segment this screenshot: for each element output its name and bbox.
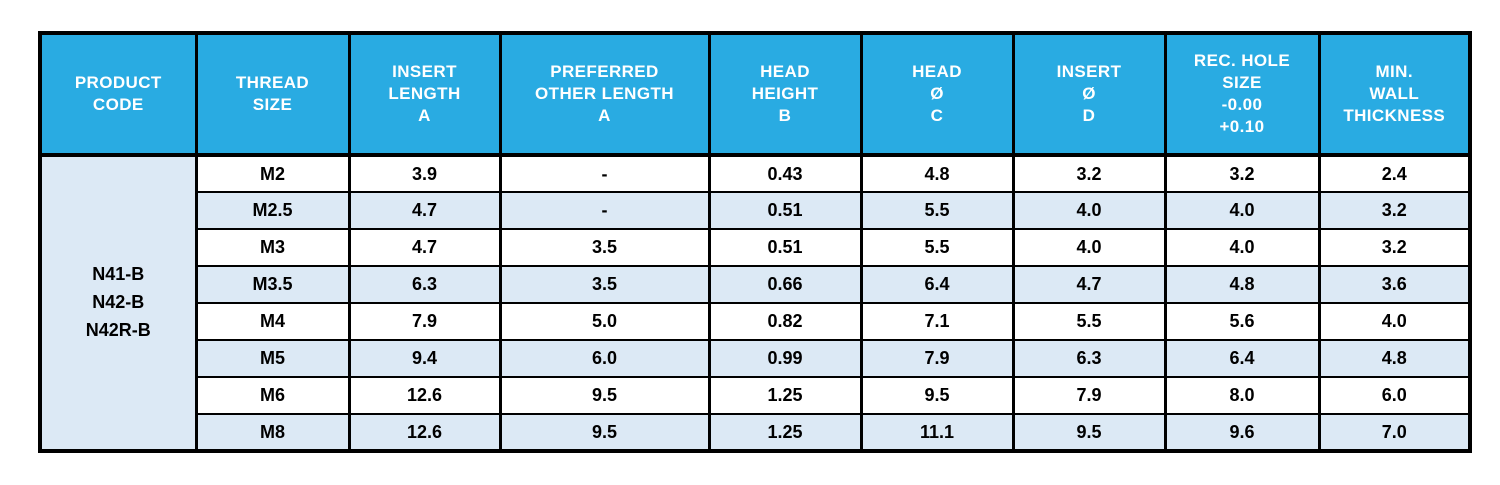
head-height-cell: 0.51 [707, 191, 863, 230]
insert-diameter-cell: 4.7 [1011, 265, 1167, 304]
head-diameter-cell: 9.5 [859, 376, 1015, 415]
insert-length-cell: 7.9 [347, 302, 502, 341]
head-diameter-cell: 4.8 [859, 154, 1015, 193]
thread-size-cell: M2 [194, 154, 351, 193]
head-height-cell: 1.25 [707, 413, 863, 452]
insert-length-cell: 6.3 [347, 265, 502, 304]
head-height-cell: 0.99 [707, 339, 863, 378]
head-diameter-cell: 5.5 [859, 191, 1015, 230]
thread-size-cell: M3.5 [194, 265, 351, 304]
rec-hole-size-cell: 5.6 [1163, 302, 1321, 341]
table-row-m8: M8 12.6 9.5 1.25 11.1 9.5 9.6 7.0 [40, 413, 1472, 452]
head-height-cell: 0.51 [707, 228, 863, 267]
rec-hole-size-cell: 4.0 [1163, 191, 1321, 230]
preferred-other-length-cell: 9.5 [498, 413, 711, 452]
rec-hole-size-cell: 9.6 [1163, 413, 1321, 452]
head-height-cell: 1.25 [707, 376, 863, 415]
table-row-m6: M6 12.6 9.5 1.25 9.5 7.9 8.0 6.0 [40, 376, 1472, 415]
min-wall-thickness-cell: 4.8 [1317, 339, 1472, 378]
table-row-m5: M5 9.4 6.0 0.99 7.9 6.3 6.4 4.8 [40, 339, 1472, 378]
col-header-insert-length-a: INSERT LENGTH A [347, 31, 502, 157]
table-row-m4: M4 7.9 5.0 0.82 7.1 5.5 5.6 4.0 [40, 302, 1472, 341]
insert-diameter-cell: 6.3 [1011, 339, 1167, 378]
min-wall-thickness-cell: 7.0 [1317, 413, 1472, 452]
insert-diameter-cell: 4.0 [1011, 191, 1167, 230]
col-header-rec-hole-size: REC. HOLE SIZE -0.00 +0.10 [1163, 31, 1321, 157]
min-wall-thickness-cell: 3.2 [1317, 191, 1472, 230]
table-row-m3: M3 4.7 3.5 0.51 5.5 4.0 4.0 3.2 [40, 228, 1472, 267]
rec-hole-size-cell: 4.8 [1163, 265, 1321, 304]
head-diameter-cell: 7.1 [859, 302, 1015, 341]
rec-hole-size-cell: 8.0 [1163, 376, 1321, 415]
thread-size-cell: M5 [194, 339, 351, 378]
preferred-other-length-cell: - [498, 191, 711, 230]
insert-length-cell: 4.7 [347, 191, 502, 230]
thread-size-cell: M3 [194, 228, 351, 267]
preferred-other-length-cell: 5.0 [498, 302, 711, 341]
min-wall-thickness-cell: 3.2 [1317, 228, 1472, 267]
insert-diameter-cell: 7.9 [1011, 376, 1167, 415]
insert-spec-table: PRODUCT CODE THREAD SIZE INSERT LENGTH A… [38, 31, 1472, 453]
min-wall-thickness-cell: 2.4 [1317, 154, 1472, 193]
thread-size-cell: M4 [194, 302, 351, 341]
min-wall-thickness-cell: 3.6 [1317, 265, 1472, 304]
table-row-m2-5: M2.5 4.7 - 0.51 5.5 4.0 4.0 3.2 [40, 191, 1472, 230]
col-header-product-code: PRODUCT CODE [38, 31, 198, 157]
thread-size-cell: M8 [194, 413, 351, 452]
insert-length-cell: 12.6 [347, 376, 502, 415]
table-row-m3-5: M3.5 6.3 3.5 0.66 6.4 4.7 4.8 3.6 [40, 265, 1472, 304]
col-header-insert-diameter-d: INSERT Ø D [1011, 31, 1167, 157]
head-diameter-cell: 7.9 [859, 339, 1015, 378]
preferred-other-length-cell: 3.5 [498, 265, 711, 304]
head-height-cell: 0.43 [707, 154, 863, 193]
col-header-min-wall-thickness: MIN. WALL THICKNESS [1317, 31, 1472, 157]
table-body: N41-B N42-B N42R-B M2 3.9 - 0.43 4.8 3.2… [38, 154, 1472, 452]
col-header-head-diameter-c: HEAD Ø C [859, 31, 1015, 157]
rec-hole-size-cell: 3.2 [1163, 154, 1321, 193]
thread-size-cell: M2.5 [194, 191, 351, 230]
thread-size-cell: M6 [194, 376, 351, 415]
head-diameter-cell: 5.5 [859, 228, 1015, 267]
insert-diameter-cell: 5.5 [1011, 302, 1167, 341]
min-wall-thickness-cell: 4.0 [1317, 302, 1472, 341]
header-row: PRODUCT CODE THREAD SIZE INSERT LENGTH A… [38, 31, 1472, 157]
table-header: PRODUCT CODE THREAD SIZE INSERT LENGTH A… [38, 31, 1472, 157]
table-row-m2: N41-B N42-B N42R-B M2 3.9 - 0.43 4.8 3.2… [38, 154, 1472, 452]
col-header-head-height-b: HEAD HEIGHT B [707, 31, 863, 157]
head-diameter-cell: 11.1 [859, 413, 1015, 452]
head-diameter-cell: 6.4 [859, 265, 1015, 304]
insert-diameter-cell: 4.0 [1011, 228, 1167, 267]
insert-length-cell: 3.9 [347, 154, 502, 193]
insert-length-cell: 12.6 [347, 413, 502, 452]
insert-length-cell: 4.7 [347, 228, 502, 267]
insert-length-cell: 9.4 [347, 339, 502, 378]
insert-diameter-cell: 3.2 [1011, 154, 1167, 193]
min-wall-thickness-cell: 6.0 [1317, 376, 1472, 415]
rec-hole-size-cell: 4.0 [1163, 228, 1321, 267]
rec-hole-size-cell: 6.4 [1163, 339, 1321, 378]
col-header-thread-size: THREAD SIZE [194, 31, 351, 157]
product-code-cell: N41-B N42-B N42R-B [38, 154, 198, 452]
preferred-other-length-cell: 6.0 [498, 339, 711, 378]
insert-diameter-cell: 9.5 [1011, 413, 1167, 452]
col-header-preferred-other-length-a: PREFERRED OTHER LENGTH A [498, 31, 711, 157]
preferred-other-length-cell: 3.5 [498, 228, 711, 267]
head-height-cell: 0.66 [707, 265, 863, 304]
preferred-other-length-cell: 9.5 [498, 376, 711, 415]
preferred-other-length-cell: - [498, 154, 711, 193]
head-height-cell: 0.82 [707, 302, 863, 341]
